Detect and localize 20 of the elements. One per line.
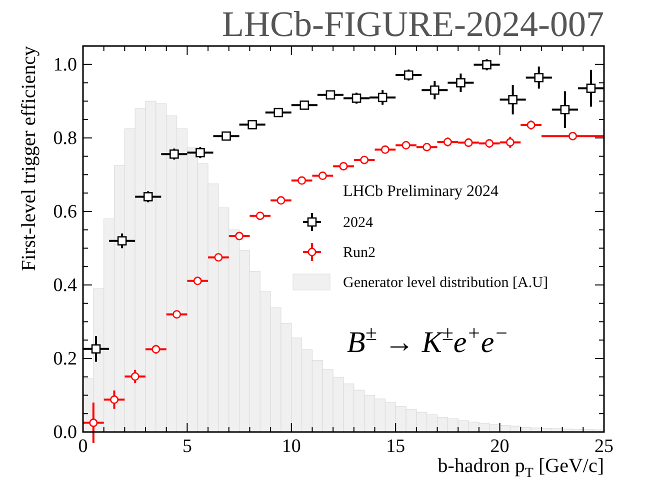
- legend-label: 2024: [343, 215, 374, 231]
- chart-title: LHCb-FIGURE-2024-007: [222, 4, 604, 44]
- x-tick-label: 15: [386, 436, 406, 457]
- legend-label: Run2: [343, 245, 376, 261]
- y-tick-label: 0.8: [53, 128, 77, 149]
- x-tick-label: 5: [182, 436, 192, 457]
- y-tick-label: 0.0: [53, 422, 77, 443]
- legend-label: Generator level distribution [A.U]: [343, 275, 548, 291]
- x-axis-title: b-hadron p$_{T}$ [GeV/c]: [438, 455, 604, 481]
- x-tick-label: 20: [490, 436, 510, 457]
- y-tick-label: 0.6: [53, 201, 77, 222]
- y-tick-label: 0.2: [53, 348, 77, 370]
- legend-title: LHCb Preliminary 2024: [343, 183, 499, 200]
- y-axis-title: First-level trigger efficiency: [18, 46, 40, 272]
- x-tick-label: 0: [78, 436, 88, 457]
- x-tick-label: 25: [594, 436, 614, 457]
- y-tick-label: 1.0: [53, 54, 77, 76]
- x-tick-label: 10: [282, 436, 301, 457]
- annotation: B$^{±}$ → K$^{±}$e$^{+}$e$^{−}$: [347, 321, 508, 359]
- y-tick-label: 0.4: [53, 274, 78, 296]
